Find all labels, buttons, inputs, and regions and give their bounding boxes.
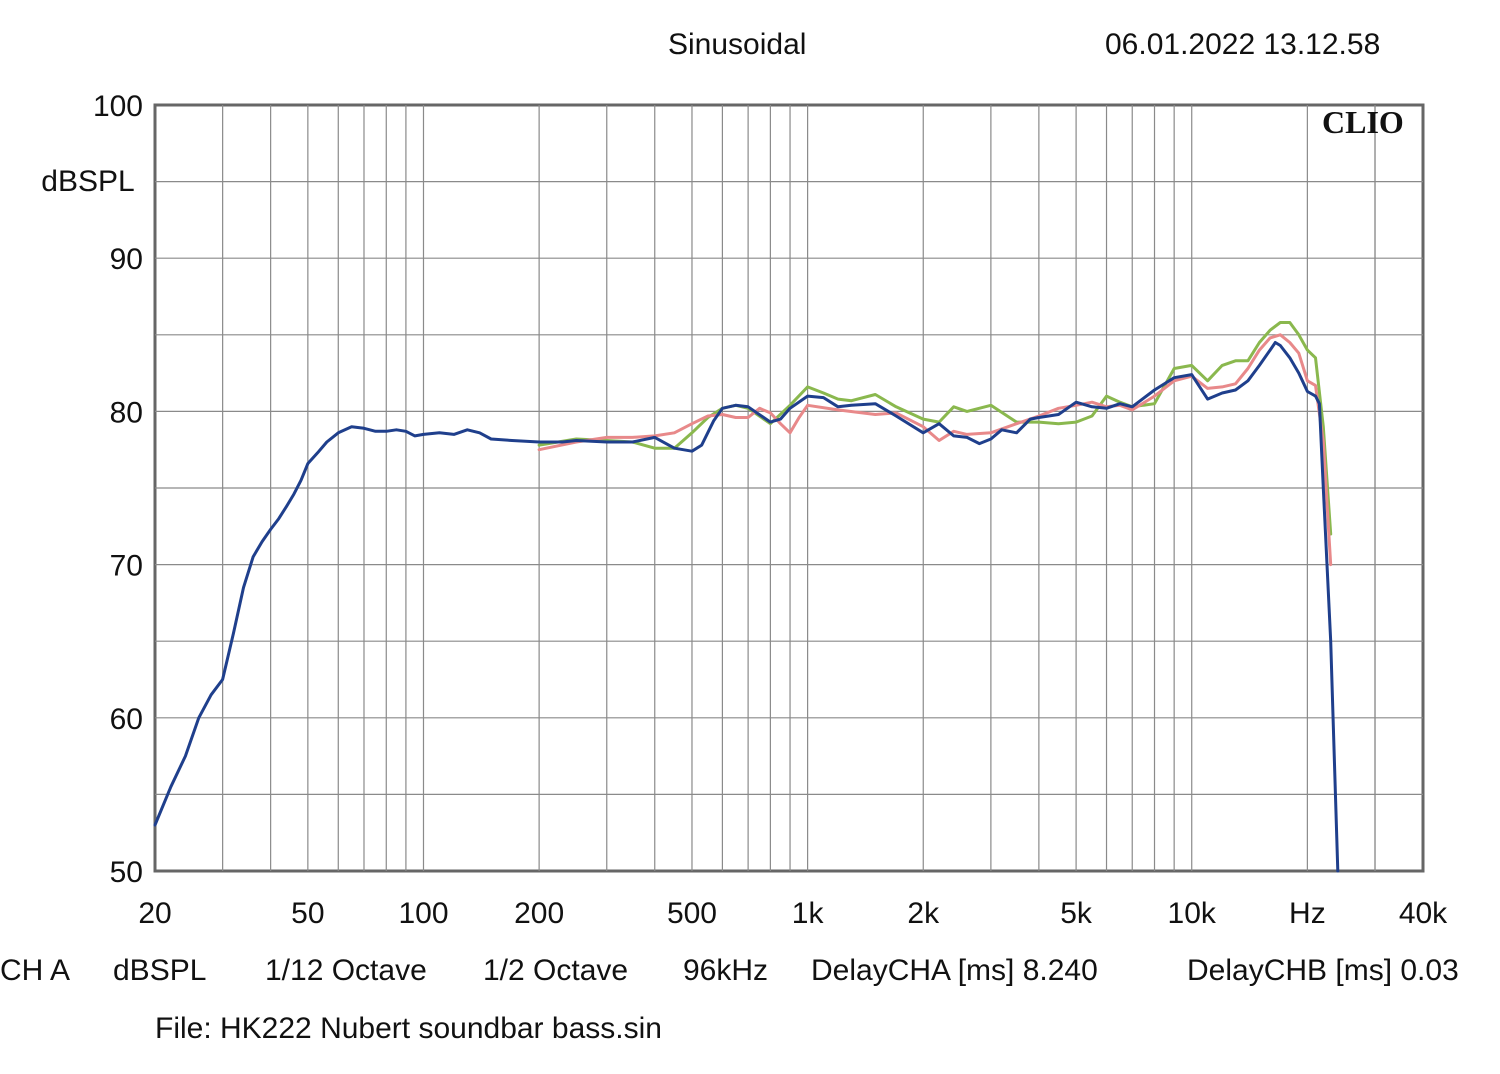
x-tick-label: 2k <box>907 897 940 930</box>
x-tick-labels: 20 50 100 200 500 1k 2k 5k 10k Hz 40k <box>138 897 1448 930</box>
grid <box>155 105 1423 871</box>
measurement-info-bar: CH A dBSPL 1/12 Octave 1/2 Octave 96kHz … <box>0 950 1500 996</box>
x-tick-label: Hz <box>1289 897 1326 930</box>
y-tick-label: 80 <box>110 396 143 429</box>
chart-title: Sinusoidal <box>668 28 807 61</box>
y-tick-labels: 50 60 70 80 90 100 <box>93 90 143 889</box>
series-line-2 <box>537 333 1333 567</box>
timestamp: 06.01.2022 13.12.58 <box>1105 28 1381 61</box>
x-tick-label: 500 <box>667 897 717 930</box>
delay-chb-label: DelayCHB [ms] 0.03 <box>1187 954 1459 987</box>
x-tick-label: 100 <box>398 897 448 930</box>
x-tick-label: 200 <box>514 897 564 930</box>
y-tick-label: 60 <box>110 703 143 736</box>
sample-rate-label: 96kHz <box>683 954 769 987</box>
x-tick-label: 20 <box>138 897 171 930</box>
x-tick-label: 50 <box>291 897 324 930</box>
smoothing-label: 1/12 Octave <box>265 954 427 987</box>
clio-logo: CLIO <box>1322 104 1404 140</box>
y-tick-label: 70 <box>110 550 143 583</box>
x-tick-label: 40k <box>1399 897 1448 930</box>
series-line-3 <box>153 341 1340 873</box>
channel-label: CH A <box>0 954 71 987</box>
x-tick-label: 10k <box>1168 897 1217 930</box>
file-label: File: HK222 Nubert soundbar bass.sin <box>155 1012 662 1045</box>
y-tick-label: 90 <box>110 243 143 276</box>
y-axis-label: dBSPL <box>41 165 134 198</box>
unit-label: dBSPL <box>113 954 207 987</box>
delay-cha-label: DelayCHA [ms] 8.240 <box>811 954 1098 987</box>
x-tick-label: 5k <box>1060 897 1093 930</box>
series-layer <box>153 321 1340 873</box>
y-tick-label: 50 <box>110 856 143 889</box>
window-label: 1/2 Octave <box>483 954 629 987</box>
x-tick-label: 1k <box>792 897 825 930</box>
y-tick-label: 100 <box>93 90 143 123</box>
